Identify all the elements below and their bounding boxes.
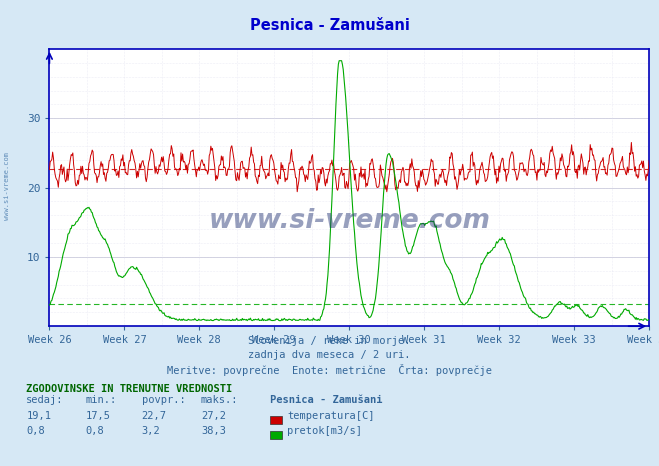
Text: Pesnica - Zamušani: Pesnica - Zamušani bbox=[270, 395, 383, 405]
Text: pretok[m3/s]: pretok[m3/s] bbox=[287, 426, 362, 436]
Text: 3,2: 3,2 bbox=[142, 426, 160, 436]
Text: maks.:: maks.: bbox=[201, 395, 239, 405]
Text: zadnja dva meseca / 2 uri.: zadnja dva meseca / 2 uri. bbox=[248, 350, 411, 360]
Text: 27,2: 27,2 bbox=[201, 411, 226, 421]
Text: Pesnica - Zamušani: Pesnica - Zamušani bbox=[250, 18, 409, 33]
Text: 22,7: 22,7 bbox=[142, 411, 167, 421]
Text: Meritve: povprečne  Enote: metrične  Črta: povprečje: Meritve: povprečne Enote: metrične Črta:… bbox=[167, 364, 492, 377]
Text: www.si-vreme.com: www.si-vreme.com bbox=[208, 208, 490, 234]
Text: 19,1: 19,1 bbox=[26, 411, 51, 421]
Text: 0,8: 0,8 bbox=[26, 426, 45, 436]
Text: 0,8: 0,8 bbox=[86, 426, 104, 436]
Text: min.:: min.: bbox=[86, 395, 117, 405]
Text: www.si-vreme.com: www.si-vreme.com bbox=[3, 152, 10, 220]
Text: ZGODOVINSKE IN TRENUTNE VREDNOSTI: ZGODOVINSKE IN TRENUTNE VREDNOSTI bbox=[26, 384, 233, 394]
Text: povpr.:: povpr.: bbox=[142, 395, 185, 405]
Text: sedaj:: sedaj: bbox=[26, 395, 64, 405]
Text: 38,3: 38,3 bbox=[201, 426, 226, 436]
Text: Slovenija / reke in morje.: Slovenija / reke in morje. bbox=[248, 336, 411, 346]
Text: temperatura[C]: temperatura[C] bbox=[287, 411, 375, 421]
Text: 17,5: 17,5 bbox=[86, 411, 111, 421]
